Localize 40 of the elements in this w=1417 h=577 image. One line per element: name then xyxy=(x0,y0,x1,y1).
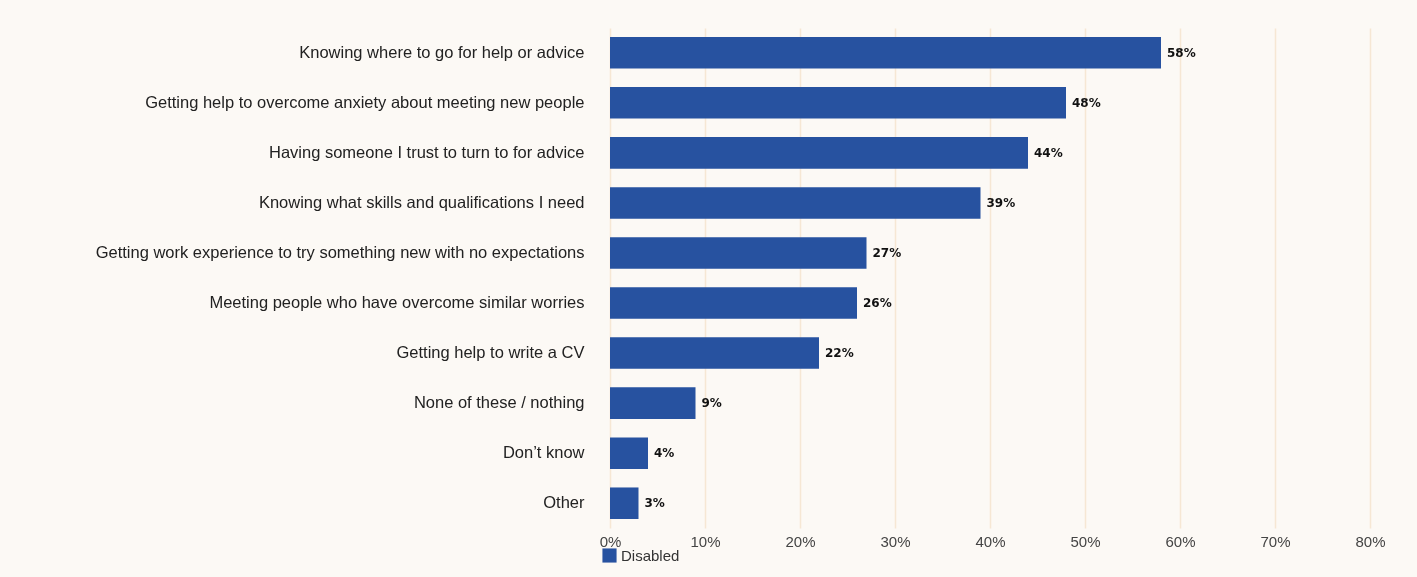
x-tick-label: 80% xyxy=(1355,532,1386,550)
y-tick-label: None of these / nothing xyxy=(413,393,585,412)
y-tick-label: Getting work experience to try something new with no expectations xyxy=(95,242,585,261)
x-tick-label: 10% xyxy=(690,532,721,550)
y-tick-label: Getting help to write a CV xyxy=(396,343,585,362)
data-label: 58% xyxy=(1167,45,1196,60)
y-tick-label: Having someone I trust to turn to for advice xyxy=(269,142,585,161)
data-label: 44% xyxy=(1034,145,1063,160)
x-tick-label: 70% xyxy=(1260,532,1291,550)
x-tick-label: 50% xyxy=(1070,532,1101,550)
data-label: 4% xyxy=(654,446,675,461)
bar xyxy=(610,337,819,369)
x-tick-label: 30% xyxy=(880,532,911,550)
x-tick-label: 0% xyxy=(599,532,622,550)
bar xyxy=(610,387,696,419)
y-tick-label: Knowing where to go for help or advice xyxy=(299,42,585,61)
bar xyxy=(610,137,1028,169)
data-label: 39% xyxy=(986,195,1016,210)
data-label: 22% xyxy=(825,346,854,361)
data-label: 27% xyxy=(872,245,902,260)
bar xyxy=(610,287,857,319)
y-tick-label: Knowing what skills and qualifications I need xyxy=(258,192,585,211)
x-tick-label: 60% xyxy=(1165,532,1196,550)
x-tick-label: 40% xyxy=(975,532,1006,550)
y-tick-label: Getting help to overcome anxiety about meeting new people xyxy=(145,92,585,111)
data-label: 26% xyxy=(863,296,892,311)
bar xyxy=(610,87,1066,119)
y-tick-label: Don’t know xyxy=(502,443,585,462)
data-label: 3% xyxy=(644,496,665,511)
x-tick-label: 20% xyxy=(785,532,816,550)
data-label: 9% xyxy=(701,396,722,411)
bar xyxy=(610,237,867,269)
y-tick-label: Meeting people who have overcome similar worries xyxy=(209,293,585,312)
bar xyxy=(610,37,1161,69)
bar xyxy=(610,487,639,519)
bar xyxy=(610,187,981,219)
legend-label: Disabled xyxy=(621,546,680,564)
bar xyxy=(610,437,648,469)
data-label: 48% xyxy=(1072,95,1101,110)
y-tick-label: Other xyxy=(543,493,585,512)
